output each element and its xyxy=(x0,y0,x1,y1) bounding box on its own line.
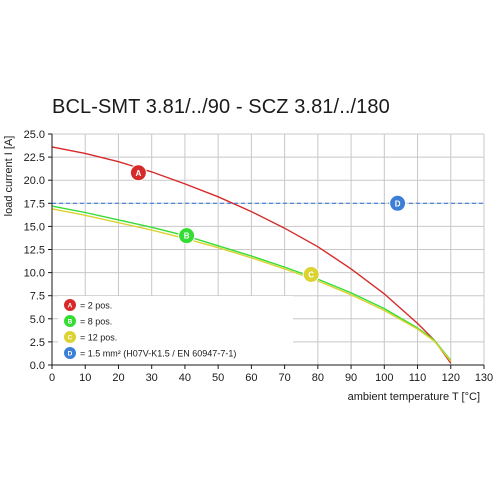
y-tick-label: 25.0 xyxy=(24,129,45,141)
series-lines xyxy=(51,146,484,364)
marker-c-letter: C xyxy=(308,270,314,279)
x-tick-label: 110 xyxy=(409,372,427,384)
y-tick-label: 15.0 xyxy=(24,221,45,233)
y-tick-label: 2.5 xyxy=(30,337,45,349)
x-axis-label: ambient temperature T [°C] xyxy=(348,391,480,403)
series-line-b xyxy=(51,205,452,361)
marker-d: D xyxy=(389,194,407,212)
x-tick-label: 80 xyxy=(312,372,324,384)
legend-marker-d-letter: D xyxy=(68,350,73,357)
y-tick-label: 0.0 xyxy=(30,360,45,372)
y-tick-label: 5.0 xyxy=(30,314,45,326)
y-tick-label: 12.5 xyxy=(24,245,45,257)
y-tick-label: 7.5 xyxy=(30,291,45,303)
marker-b-circle xyxy=(178,227,196,245)
marker-a: A xyxy=(129,164,147,182)
axes: 0 10 20 30 40 50 60 70 80 90 100 110 120 130 0.0 2.5 5.0… xyxy=(24,129,494,384)
marker-a-letter: A xyxy=(136,169,142,178)
y-tick-label: 20.0 xyxy=(24,175,45,187)
marker-d-letter: D xyxy=(395,199,401,208)
series-line-c xyxy=(51,208,452,362)
marker-a-circle xyxy=(129,164,147,182)
legend-marker-b-circle xyxy=(63,314,77,328)
x-tick-label: 30 xyxy=(146,372,158,384)
chart-title: BCL-SMT 3.81/../90 - SCZ 3.81/../180 xyxy=(52,96,390,118)
legend-marker-b: B xyxy=(63,314,77,328)
legend-marker-d: D xyxy=(63,346,77,360)
legend: A = 2 pos. B = 8 pos. C = 12 pos. D = 1.5 mm² (… xyxy=(58,296,293,364)
x-tick-label: 120 xyxy=(442,372,460,384)
marker-c: C xyxy=(302,265,320,283)
legend-marker-a-letter: A xyxy=(68,302,73,309)
legend-label-c: = 12 pos. xyxy=(80,333,117,343)
x-tick-label: 10 xyxy=(79,372,91,384)
marker-c-circle xyxy=(302,265,320,283)
legend-marker-c: C xyxy=(63,330,77,344)
x-tick-label: 20 xyxy=(112,372,124,384)
legend-marker-b-letter: B xyxy=(68,318,73,325)
marker-b-letter: B xyxy=(184,232,190,241)
legend-background xyxy=(58,296,293,364)
x-tick-label: 70 xyxy=(278,372,290,384)
legend-marker-c-letter: C xyxy=(68,334,73,341)
legend-label-d: = 1.5 mm² (H07V-K1.5 / EN 60947-7-1) xyxy=(80,349,236,359)
legend-label-b: = 8 pos. xyxy=(80,317,112,327)
x-tick-label: 0 xyxy=(49,372,55,384)
x-tick-label: 60 xyxy=(245,372,257,384)
x-tick-label: 50 xyxy=(212,372,224,384)
legend-label-a: = 2 pos. xyxy=(80,301,112,311)
y-tick-label: 17.5 xyxy=(24,198,45,210)
y-tick-label: 22.5 xyxy=(24,152,45,164)
legend-marker-a-circle xyxy=(63,298,77,312)
y-tick-label: 10.0 xyxy=(24,268,45,280)
series-line-a xyxy=(51,146,452,364)
legend-marker-c-circle xyxy=(63,330,77,344)
y-axis-label: load current I [A] xyxy=(3,136,15,217)
legend-marker-a: A xyxy=(63,298,77,312)
marker-d-circle xyxy=(389,194,407,212)
marker-b: B xyxy=(178,227,196,245)
curve-markers: A B C D xyxy=(129,164,407,283)
legend-marker-d-circle xyxy=(63,346,77,360)
x-tick-label: 130 xyxy=(475,372,493,384)
x-tick-label: 40 xyxy=(179,372,191,384)
x-tick-label: 100 xyxy=(375,372,393,384)
x-tick-label: 90 xyxy=(345,372,357,384)
